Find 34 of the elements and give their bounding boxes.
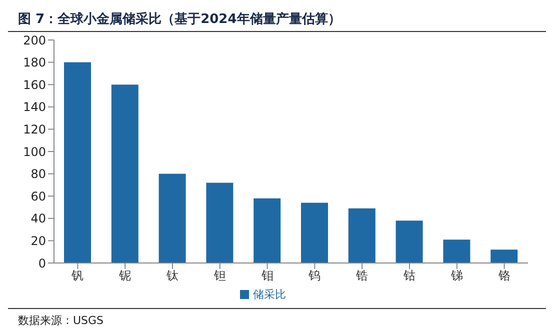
x-tick-label: 钼 [260,268,274,283]
y-tick-label: 120 [23,122,46,136]
y-tick-label: 180 [23,56,46,70]
y-tick-label: 200 [23,33,46,48]
y-tick-label: 0 [38,256,46,270]
x-tick-label: 钽 [212,268,226,283]
chart-title: 图 7：全球小金属储采比（基于2024年储量产量估算） [8,8,546,32]
y-tick-label: 100 [23,144,46,159]
x-tick-label: 钴 [402,268,416,283]
y-tick-label: 80 [30,167,46,182]
bar [111,84,138,263]
legend-label: 储采比 [253,288,286,301]
bar [158,174,186,263]
x-tick-label: 锆 [355,268,368,283]
y-tick-label: 60 [30,189,46,204]
bar [301,202,328,263]
bar [206,182,234,263]
x-tick-label: 铬 [497,268,510,283]
x-tick-label: 钨 [308,268,321,283]
bar [443,240,470,263]
x-tick-label: 钛 [166,268,178,283]
y-tick-label: 20 [30,234,46,248]
bar [254,198,281,263]
x-tick-label: 锑 [450,268,463,283]
bar [64,62,91,263]
y-tick-label: 160 [23,78,46,92]
source-note: 数据来源：USGS [18,313,105,328]
bar [348,208,376,263]
y-tick-label: 140 [23,100,46,114]
bar [490,250,518,263]
y-tick-label: 40 [30,212,46,226]
x-tick-label: 铌 [118,268,132,283]
bar [396,220,423,263]
x-tick-label: 钒 [70,268,84,283]
